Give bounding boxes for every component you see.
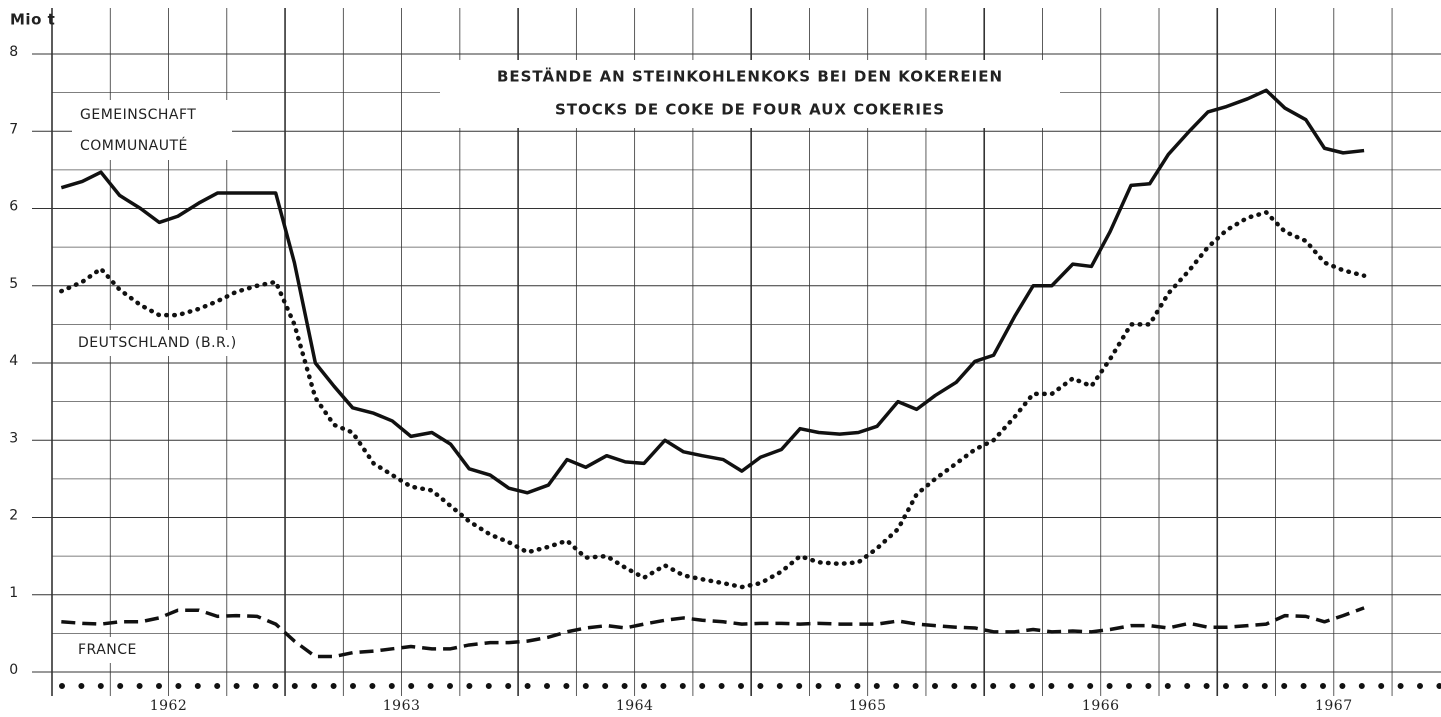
- x-tick-label: 1967: [1315, 698, 1353, 714]
- label-background: [72, 100, 232, 160]
- x-tick-label: 1965: [849, 698, 887, 714]
- y-tick-label: 6: [9, 199, 18, 215]
- legend-label: FRANCE: [78, 642, 137, 658]
- label-background: [72, 330, 282, 356]
- legend-label: COMMUNAUTÉ: [80, 137, 188, 154]
- x-tick-label: 1966: [1082, 698, 1120, 714]
- series-line: [59, 210, 1367, 590]
- series-line: [61, 606, 1365, 659]
- legend-label: GEMEINSCHAFT: [80, 107, 196, 123]
- y-tick-label: 5: [9, 276, 18, 292]
- y-tick-label: 8: [9, 44, 18, 60]
- label-background: [72, 637, 162, 663]
- y-axis-label: Mio t: [10, 11, 55, 29]
- y-tick-label: 4: [9, 353, 18, 369]
- title-background: [440, 60, 1060, 128]
- chart-title: BESTÄNDE AN STEINKOHLENKOKS BEI DEN KOKE…: [497, 67, 1003, 86]
- y-tick-label: 0: [9, 662, 18, 678]
- y-tick-label: 3: [9, 430, 18, 446]
- y-tick-label: 2: [9, 508, 18, 524]
- series-line: [60, 88, 1365, 495]
- lines: [59, 88, 1367, 659]
- x-tick-label: 1963: [383, 698, 421, 714]
- y-tick-label: 7: [9, 121, 18, 137]
- y-tick-label: 1: [9, 585, 18, 601]
- x-tick-label: 1962: [150, 698, 188, 714]
- x-tick-label: 1964: [616, 698, 654, 714]
- chart-subtitle: STOCKS DE COKE DE FOUR AUX COKERIES: [555, 101, 945, 119]
- legend-label: DEUTSCHLAND (B.R.): [78, 335, 237, 351]
